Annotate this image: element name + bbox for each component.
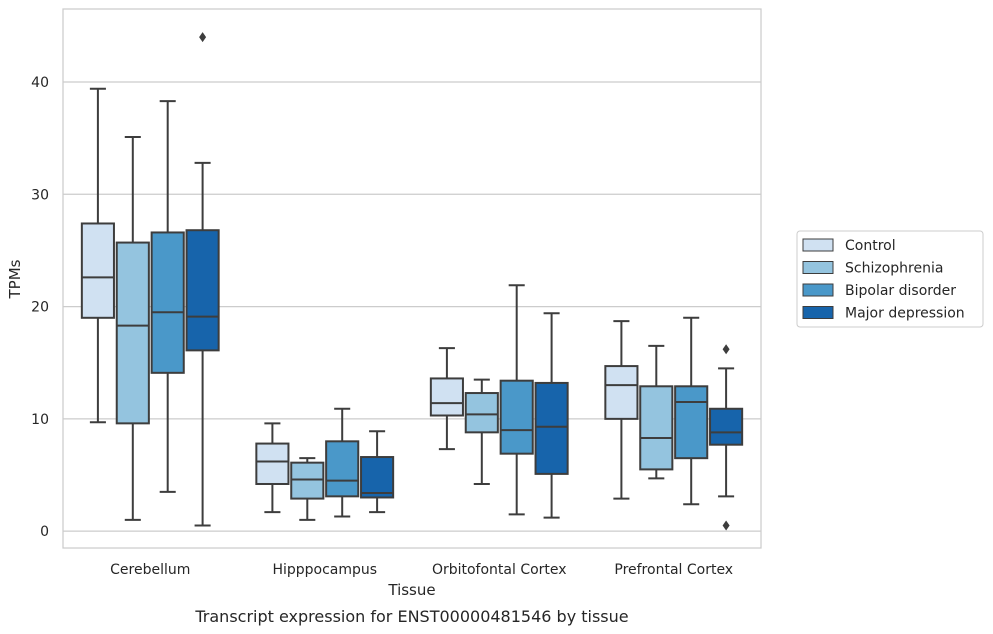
legend-label: Control [845,238,896,254]
legend-label: Schizophrenia [845,261,943,277]
box-iqr [115,241,150,425]
box-iqr [639,385,674,471]
box-group [429,347,464,451]
y-axis-label: TPMs [6,259,24,299]
legend-label: Major depression [845,306,965,322]
x-tick-label: Prefrontal Cortex [614,562,733,578]
box-group [534,312,569,519]
box-iqr [709,407,744,446]
box-iqr [464,392,499,434]
x-tick-label: Hipppocampus [272,562,377,578]
box-group [464,378,499,485]
y-tick-label: 20 [31,300,49,316]
y-tick-label: 40 [31,75,49,91]
box-group [290,457,325,521]
y-tick-label: 0 [40,524,49,540]
legend-swatch [802,306,834,319]
x-tick-label: Cerebellum [110,562,190,578]
box-iqr [325,440,360,498]
box-group [604,320,639,500]
box-iqr [290,461,325,500]
box-iqr [80,222,115,319]
box-group [150,100,185,493]
box-group [185,32,220,527]
box-iqr [499,379,534,455]
chart-caption: Transcript expression for ENST0000048154… [194,607,628,626]
box-iqr [255,442,290,485]
box-iqr [674,385,709,460]
y-tick-label: 30 [31,187,49,203]
legend-items: Control Schizophrenia Bipolar disorder Majo… [802,238,965,322]
box-group [325,407,360,518]
legend-swatch [802,283,834,297]
outlier-point [199,32,207,43]
box-group [709,344,744,531]
x-axis-label: Tissue [387,581,435,599]
box-group [115,136,150,521]
box-group [639,344,674,480]
box-iqr [150,231,185,374]
y-tick-labels: 0 10 20 30 40 [31,75,49,540]
plot-frame [62,8,762,549]
boxes [80,32,744,531]
x-tick-labels: Cerebellum Hipppocampus Orbitofontal Corte… [110,562,733,578]
box-iqr [604,365,639,420]
box-iqr [534,381,569,475]
box-group [80,87,115,424]
box-group [255,422,290,514]
legend: Control Schizophrenia Bipolar disorder Majo… [796,230,984,328]
outlier-point [722,344,730,355]
x-tick-label: Orbitofontal Cortex [432,562,567,578]
box-group [360,430,395,514]
box-iqr [360,456,395,499]
y-tick-label: 10 [31,412,49,428]
outlier-point [722,520,730,531]
box-iqr [185,229,220,352]
box-group [674,316,709,506]
legend-label: Bipolar disorder [845,283,956,299]
box-group [499,284,534,516]
box-iqr [429,377,464,417]
legend-frame [796,230,984,328]
legend-swatch [802,261,834,274]
legend-swatch [802,238,834,252]
